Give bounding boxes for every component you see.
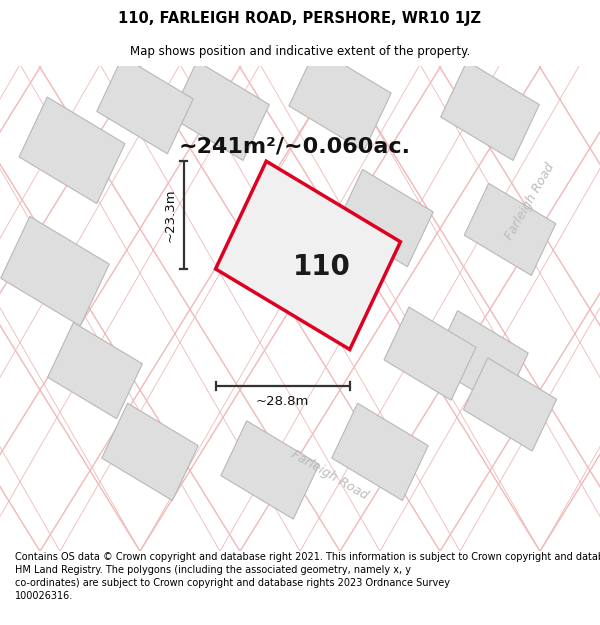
Text: 110, FARLEIGH ROAD, PERSHORE, WR10 1JZ: 110, FARLEIGH ROAD, PERSHORE, WR10 1JZ: [119, 11, 482, 26]
Text: 110: 110: [293, 253, 351, 281]
Polygon shape: [215, 161, 400, 349]
Polygon shape: [384, 307, 476, 400]
Polygon shape: [463, 358, 557, 451]
Text: Contains OS data © Crown copyright and database right 2021. This information is : Contains OS data © Crown copyright and d…: [15, 552, 600, 601]
Polygon shape: [337, 169, 433, 267]
Polygon shape: [464, 183, 556, 276]
Polygon shape: [102, 403, 198, 501]
Text: Map shows position and indicative extent of the property.: Map shows position and indicative extent…: [130, 45, 470, 58]
Text: Farleigh Road: Farleigh Road: [503, 161, 557, 242]
Polygon shape: [440, 61, 539, 161]
Polygon shape: [19, 97, 125, 204]
Text: ~23.3m: ~23.3m: [164, 188, 177, 242]
Polygon shape: [1, 216, 109, 326]
Polygon shape: [432, 311, 528, 408]
Polygon shape: [221, 421, 319, 519]
Polygon shape: [170, 61, 269, 161]
Polygon shape: [97, 56, 193, 154]
Polygon shape: [332, 403, 428, 501]
Polygon shape: [47, 322, 142, 419]
Polygon shape: [289, 48, 391, 151]
Text: ~241m²/~0.060ac.: ~241m²/~0.060ac.: [179, 137, 411, 157]
Text: Farleigh Road: Farleigh Road: [289, 448, 371, 502]
Text: ~28.8m: ~28.8m: [256, 395, 310, 408]
